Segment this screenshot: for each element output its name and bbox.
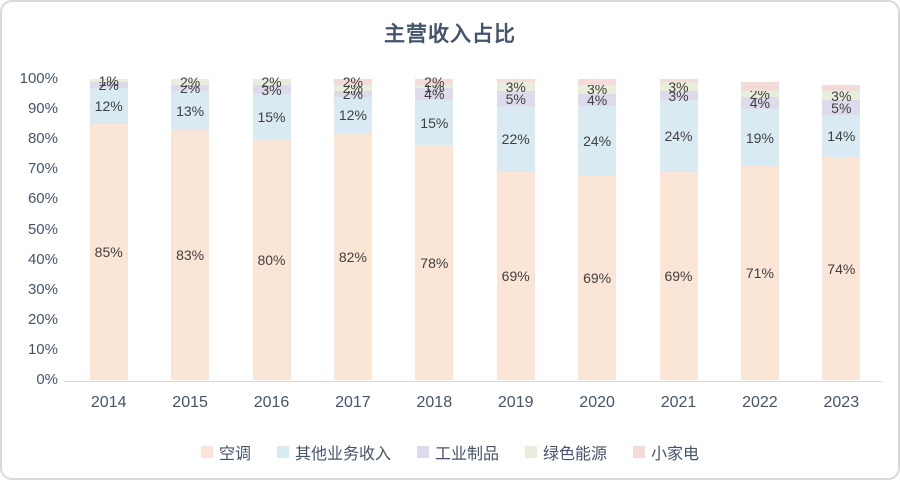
legend-label: 小家电 [651, 446, 700, 463]
x-axis-label: 2018 [416, 394, 453, 411]
legend-item: 小家电 [633, 440, 699, 464]
legend-label: 绿色能源 [543, 446, 608, 463]
bar-segment [659, 100, 698, 173]
x-axis-line [64, 381, 882, 382]
bar-segment [171, 85, 210, 92]
bar-segment [333, 85, 372, 92]
y-axis-label: 0% [36, 371, 58, 388]
bar-segment [89, 124, 128, 380]
bar-segment [496, 82, 535, 92]
legend-swatch-icon [633, 446, 646, 458]
x-axis-label: 2017 [335, 394, 371, 411]
legend-label: 空调 [218, 446, 251, 463]
bar-segment [415, 145, 454, 380]
x-axis-label: 2015 [172, 394, 208, 411]
bar-column: 80% 15% 3% 2% [252, 75, 291, 380]
bar-segment [333, 91, 372, 98]
x-axis-label: 2020 [579, 394, 615, 411]
bar-segment [496, 172, 535, 380]
bar-column: 71% 19% 4% 2% [740, 79, 779, 380]
y-axis-label: 90% [27, 100, 58, 118]
bar-segment [333, 97, 372, 134]
y-axis-label: 80% [27, 130, 58, 148]
bar-segment [415, 79, 454, 86]
bar-column: 85% 12% 2% 1% [89, 74, 128, 380]
x-axis-label: 2023 [823, 394, 860, 411]
bar-segment [659, 79, 698, 83]
bar-segment [171, 130, 210, 380]
chart-title: 主营收入占比 [384, 23, 516, 46]
x-axis-label: 2016 [253, 394, 290, 411]
legend-item: 绿色能源 [525, 440, 607, 464]
bar-segment [89, 82, 128, 89]
bar-column: 74% 14% 5% 3% [822, 79, 861, 380]
y-axis-label: 10% [27, 340, 58, 358]
bar-segment [171, 79, 210, 86]
y-axis-label: 20% [27, 310, 58, 328]
bar-segment [822, 100, 861, 116]
bar-segment [252, 139, 291, 380]
y-axis-label: 40% [27, 250, 58, 268]
bar-column: 69% 22% 5% 3% [496, 79, 535, 380]
bar-segment [740, 91, 779, 98]
bar-segment [171, 91, 210, 131]
bar-segment [740, 166, 779, 380]
bar-segment [578, 176, 617, 380]
legend-item: 其他业务收入 [276, 440, 391, 464]
x-axis-label: 2019 [497, 394, 534, 411]
bar-segment [822, 157, 861, 380]
bar-segment [740, 97, 779, 110]
y-axis-label: 60% [27, 190, 58, 208]
bar-segment [252, 94, 291, 140]
legend-swatch-icon [416, 446, 429, 458]
x-axis-label: 2014 [90, 394, 127, 411]
bar-segment [89, 79, 128, 83]
bar-segment [578, 93, 617, 106]
bar-column: 83% 13% 2% 2% [171, 75, 210, 380]
bar-segment [822, 85, 861, 92]
legend-swatch-icon [525, 446, 537, 458]
bar-segment [659, 91, 698, 101]
bar-column: 69% 24% 4% 3% [578, 79, 617, 380]
legend-swatch-icon [276, 446, 289, 458]
bar-segment [740, 82, 779, 92]
x-axis-label: 2022 [742, 394, 778, 411]
bar-segment [252, 79, 291, 86]
bar-segment [496, 106, 535, 173]
x-axis-label: 2021 [660, 394, 697, 411]
legend-item: 工业制品 [416, 440, 499, 464]
y-axis-label: 70% [27, 160, 58, 178]
y-axis-label: 50% [27, 220, 58, 238]
bar-segment [415, 100, 454, 146]
bar-column: 69% 24% 3% 3% [659, 79, 698, 380]
bar-segment [659, 82, 698, 92]
bar-segment [659, 172, 698, 380]
bar-column: 82% 12% 2% 2% 2% [333, 75, 372, 380]
bar-segment [822, 115, 861, 158]
bar-segment [333, 133, 372, 380]
bar-segment [496, 79, 535, 83]
bar-segment [333, 79, 372, 86]
bar-segment [578, 79, 617, 85]
bar-segment [415, 88, 454, 101]
y-axis-label: 100% [19, 70, 58, 87]
legend-label: 其他业务收入 [294, 446, 391, 463]
bar-segment [496, 91, 535, 107]
legend: 空调 其他业务收入 工业制品 绿色能源 小家电 [2, 440, 898, 464]
bar-segment [415, 85, 454, 89]
bar-segment [740, 109, 779, 167]
bar-segment [822, 91, 861, 101]
bar-column: 78% 15% 4% 1% 2% [415, 75, 454, 380]
bar-segment [252, 85, 291, 95]
legend-swatch-icon [200, 446, 213, 458]
bar-segment [578, 105, 617, 177]
legend-item: 空调 [200, 440, 251, 464]
bar-segment [578, 84, 617, 94]
y-axis-label: 30% [27, 280, 58, 298]
bar-segment [89, 88, 128, 125]
legend-label: 工业制品 [434, 446, 499, 463]
